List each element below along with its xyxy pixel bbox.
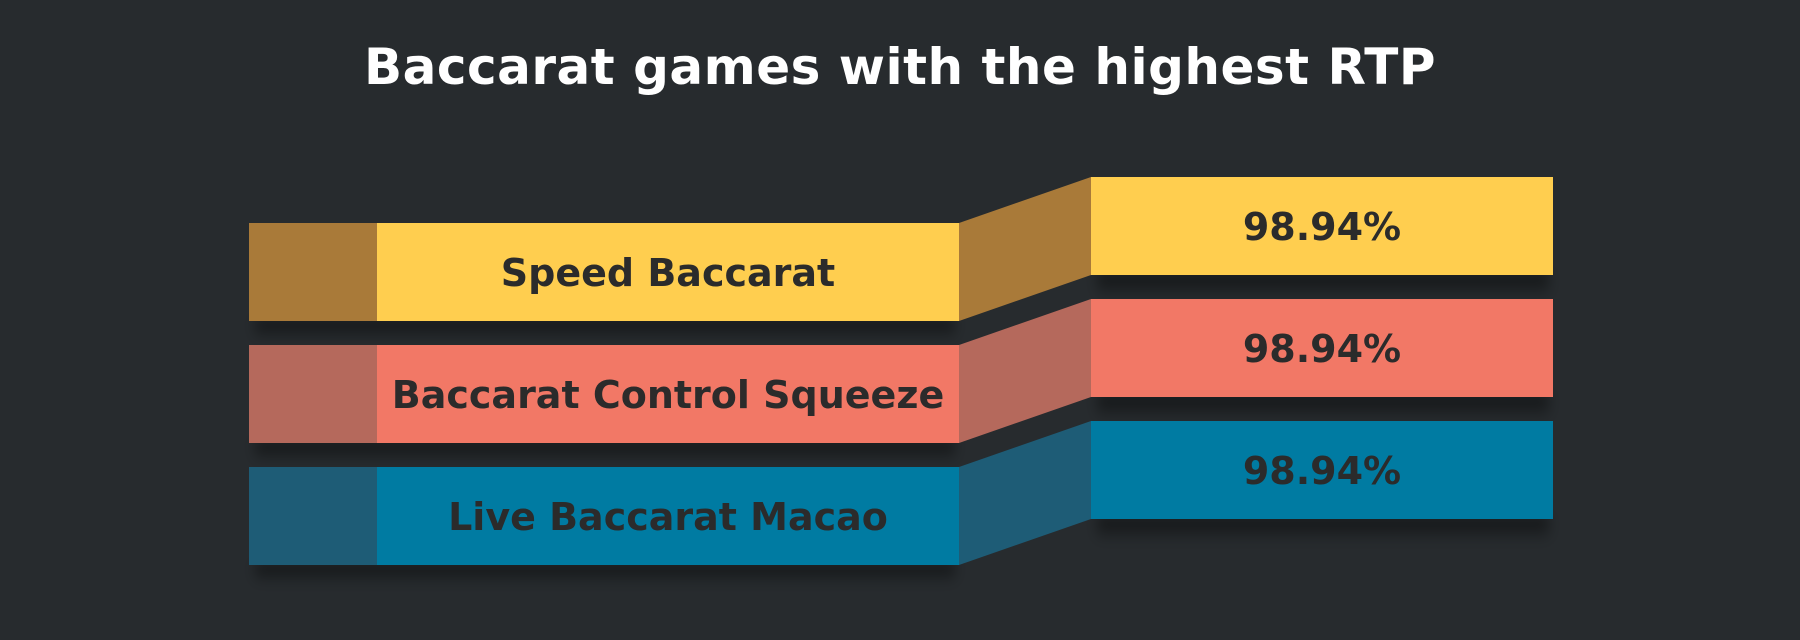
bar-shadow-right <box>1097 517 1549 543</box>
ribbon-fold-connector <box>959 299 1091 443</box>
ribbon-fold-connector <box>959 421 1091 565</box>
ribbon-fold-left <box>249 467 377 565</box>
chart-title: Baccarat games with the highest RTP <box>364 38 1436 96</box>
value-label: 98.94% <box>1243 327 1401 371</box>
ribbon-fold-connector <box>959 177 1091 321</box>
value-bar <box>1091 421 1553 519</box>
category-label: Live Baccarat Macao <box>448 495 888 539</box>
ribbon-speed-baccarat: Speed Baccarat 98.94% <box>249 177 1553 321</box>
category-label: Speed Baccarat <box>501 251 835 295</box>
bar-shadow-right <box>1097 273 1549 299</box>
category-bar <box>377 467 959 565</box>
category-bar <box>377 223 959 321</box>
value-label: 98.94% <box>1243 449 1401 493</box>
value-bar <box>1091 177 1553 275</box>
bar-shadow-left <box>255 563 955 585</box>
ribbon-live-baccarat-macao: Live Baccarat Macao 98.94% <box>249 421 1553 565</box>
category-bar <box>377 345 959 443</box>
bar-shadow-left <box>255 319 955 341</box>
bar-shadow-left <box>255 441 955 463</box>
ribbon-fold-left <box>249 223 377 321</box>
ribbon-shadows <box>255 273 1549 585</box>
bar-shadow-right <box>1097 395 1549 421</box>
category-label: Baccarat Control Squeeze <box>392 373 944 417</box>
ribbon-fold-left <box>249 345 377 443</box>
ribbon-baccarat-control-squeeze: Baccarat Control Squeeze 98.94% <box>249 299 1553 443</box>
value-label: 98.94% <box>1243 205 1401 249</box>
value-bar <box>1091 299 1553 397</box>
